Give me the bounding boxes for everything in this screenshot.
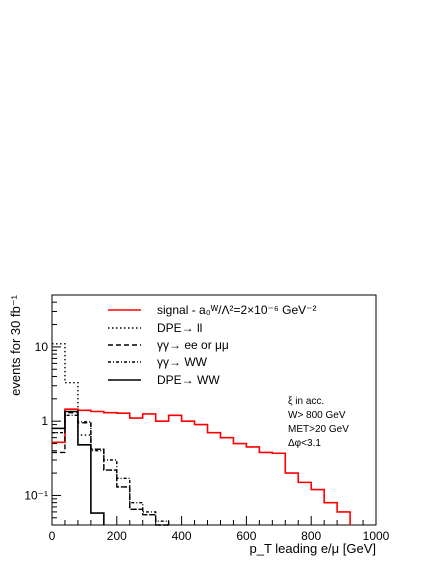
series-line-2	[52, 412, 169, 526]
series-layer	[52, 343, 351, 526]
x-tick-label: 800	[301, 529, 321, 543]
data-point	[265, 452, 266, 453]
plot-frame	[51, 294, 377, 526]
series-2	[52, 412, 169, 526]
data-point	[123, 413, 124, 414]
x-tick-label: 200	[107, 529, 127, 543]
annotation-dphi: Δφ<3.1	[288, 438, 321, 449]
data-point	[84, 421, 85, 422]
data-point	[71, 415, 72, 416]
data-point	[136, 509, 137, 510]
annotation-xi: ξ in acc.	[288, 396, 324, 407]
annotation-box: ξ in acc. W> 800 GeV MET>20 GeV Δφ<3.1	[288, 396, 349, 449]
series-line-4	[52, 410, 105, 525]
annotation-met: MET>20 GeV	[288, 424, 349, 435]
data-point	[97, 450, 98, 451]
data-point	[58, 452, 59, 453]
data-point	[200, 424, 201, 425]
data-point	[97, 512, 98, 513]
data-point	[71, 382, 72, 383]
data-point	[213, 432, 214, 433]
legend-label-gg-ee: γγ→ ee or μμ	[157, 338, 229, 352]
plot-area	[51, 294, 377, 526]
data-point	[58, 428, 59, 429]
y-axis-title: events for 30 fb⁻¹	[8, 294, 23, 395]
data-point	[317, 489, 318, 490]
data-point	[97, 449, 98, 450]
data-point	[71, 409, 72, 410]
data-point	[162, 524, 163, 525]
series-3	[52, 414, 170, 525]
data-point	[136, 502, 137, 503]
data-point	[162, 521, 163, 522]
series-1	[52, 343, 169, 526]
data-point	[123, 478, 124, 479]
data-point	[110, 412, 111, 413]
data-point	[71, 411, 72, 412]
data-point	[84, 434, 85, 435]
data-point	[84, 410, 85, 411]
y-tick-label: 10⁻¹	[24, 488, 48, 502]
data-point	[187, 421, 188, 422]
data-point	[149, 413, 150, 414]
y-tick-label: 10	[35, 340, 49, 354]
data-point	[123, 486, 124, 487]
legend-label-gg-ww: γγ→ WW	[157, 355, 208, 369]
data-point	[84, 444, 85, 445]
data-point	[226, 437, 227, 438]
data-point	[252, 446, 253, 447]
data-point	[149, 511, 150, 512]
legend-label-signal: signal - a₀ᵂ/Λ²=2×10⁻⁶ GeV⁻²	[157, 303, 316, 317]
x-axis-title: p_T leading e/μ [GeV]	[250, 541, 377, 556]
data-point	[149, 514, 150, 515]
data-point	[110, 469, 111, 470]
data-point	[58, 432, 59, 433]
data-point	[136, 418, 137, 419]
data-point	[330, 502, 331, 503]
data-point	[58, 343, 59, 344]
x-axis: 0 200 400 600 800 1000	[49, 516, 390, 543]
data-point	[175, 415, 176, 416]
data-point	[304, 482, 305, 483]
data-point	[343, 511, 344, 512]
data-point	[97, 411, 98, 412]
series-line-3	[52, 414, 170, 525]
data-point	[239, 443, 240, 444]
x-tick-label: 600	[236, 529, 256, 543]
x-tick-label: 0	[49, 529, 56, 543]
series-4	[52, 410, 105, 525]
x-tick-label: 1000	[363, 529, 390, 543]
data-point	[278, 453, 279, 454]
annotation-w-mass: W> 800 GeV	[288, 410, 346, 421]
data-point	[162, 421, 163, 422]
legend-label-dpe-ww: DPE→ WW	[157, 373, 220, 387]
legend-label-dpe-ll: DPE→ ll	[157, 321, 202, 335]
series-line-1	[52, 343, 169, 526]
y-axis: 10⁻¹ 1 10	[24, 294, 61, 526]
y-tick-label: 1	[41, 414, 48, 428]
legend: signal - a₀ᵂ/Λ²=2×10⁻⁶ GeV⁻² DPE→ ll γγ→…	[108, 303, 316, 387]
data-point	[110, 459, 111, 460]
x-tick-label: 400	[172, 529, 192, 543]
series-line-0	[52, 408, 351, 525]
series-0	[52, 408, 351, 525]
data-point	[58, 442, 59, 443]
data-point	[291, 472, 292, 473]
